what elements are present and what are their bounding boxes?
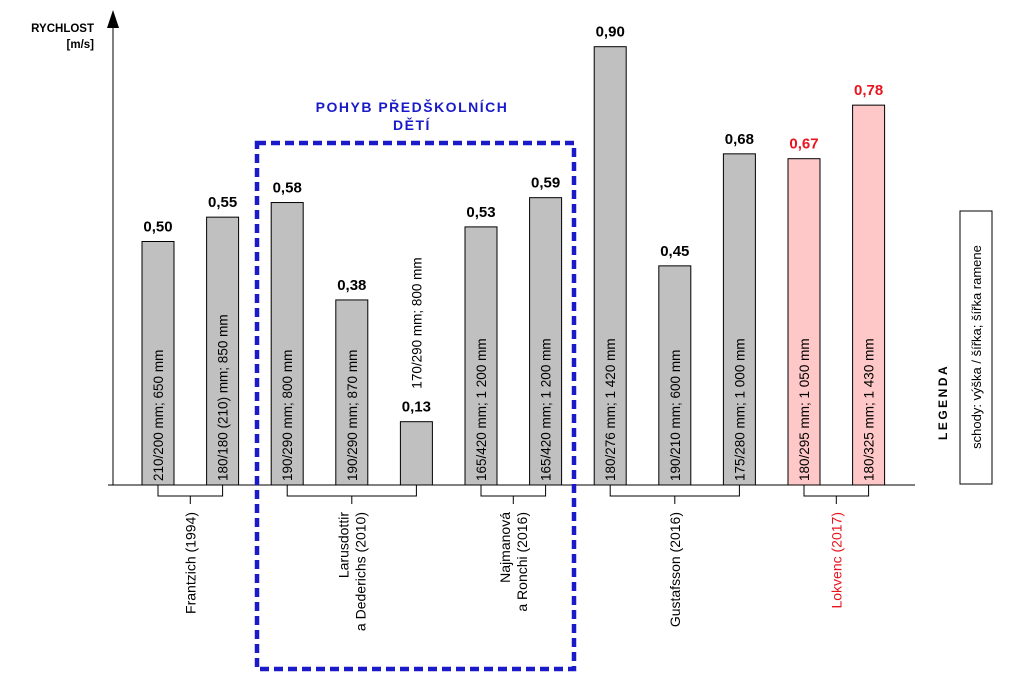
- y-axis-title: RYCHLOST: [31, 23, 94, 35]
- bar-inner-label: 190/210 mm; 600 mm: [668, 350, 683, 481]
- bar-3: [270, 202, 304, 486]
- group-bracket: [803, 485, 870, 497]
- bar-value-label: 0,45: [660, 243, 689, 260]
- group-bracket: [286, 485, 417, 497]
- bar-inner-label: 180/180 (210) mm; 850 mm: [216, 314, 231, 481]
- legend-text: schody: výška / šířka; šířka ramene: [969, 245, 984, 449]
- bar-12: [852, 104, 886, 486]
- legend: LEGENDA schody: výška / šířka; šířka ram…: [936, 210, 993, 485]
- bar-4: [335, 299, 369, 486]
- bar-value-label: 0,68: [725, 131, 754, 148]
- group-bracket: [609, 485, 740, 497]
- highlight-title-line-1: POHYB PŘEDŠKOLNÍCH: [316, 98, 509, 115]
- bar-value-label: 0,90: [596, 24, 625, 41]
- axes: [107, 10, 915, 486]
- group-label: Frantzich (1994): [182, 512, 198, 614]
- bar-inner-label: 165/420 mm; 1 200 mm: [474, 338, 489, 481]
- bar-2: [206, 216, 240, 486]
- bar-inner-label: 210/200 mm; 650 mm: [151, 350, 166, 481]
- bar-inner-label: 180/325 mm; 1 430 mm: [862, 338, 877, 481]
- group-label: Lokvenc (2017): [828, 512, 844, 609]
- legend-box: [959, 210, 993, 485]
- bars-layer: 0,50 210/200 mm; 650 mm 0,55 180/180 (210) …: [141, 24, 886, 486]
- group-label: Gustafsson (2016): [667, 512, 683, 627]
- bar-1: [141, 241, 175, 486]
- group-bracket: [480, 485, 547, 497]
- bar-value-label: 0,67: [789, 136, 818, 153]
- group-label: Najmanová: [497, 512, 513, 583]
- bar-inner-label: 165/420 mm; 1 200 mm: [539, 338, 554, 481]
- y-axis-arrow-icon: [107, 10, 119, 28]
- bar-11: [787, 158, 821, 486]
- bar-inner-label: 180/295 mm; 1 050 mm: [797, 338, 812, 481]
- group-brackets: [157, 485, 870, 504]
- legend-title: LEGENDA: [936, 364, 950, 440]
- bar-value-label: 0,59: [531, 175, 560, 192]
- bar-value-label: 0,55: [208, 194, 237, 211]
- group-label: a Dederichs (2010): [352, 512, 368, 631]
- group-label: Larusdottir: [335, 512, 351, 578]
- bar-5: [399, 421, 433, 486]
- group-labels: Frantzich (1994) Larusdottir a Dederichs (…: [182, 512, 844, 631]
- highlight-box: [254, 140, 577, 672]
- bar-inner-label: 175/280 mm; 1 000 mm: [732, 338, 747, 481]
- bar-inner-label: 190/290 mm; 870 mm: [345, 350, 360, 481]
- bar-inner-label: 190/290 mm; 800 mm: [280, 350, 295, 481]
- group-label: a Ronchi (2016): [514, 512, 530, 612]
- bar-inner-label: 180/276 mm; 1 420 mm: [603, 338, 618, 481]
- bar-value-label: 0,78: [854, 82, 883, 99]
- group-bracket: [157, 485, 224, 497]
- y-axis-unit: [m/s]: [67, 39, 95, 51]
- bar-value-label: 0,53: [466, 204, 495, 221]
- bar-inner-label: 170/290 mm; 800 mm: [409, 257, 424, 388]
- bar-value-label: 0,50: [143, 219, 172, 236]
- bar-9: [658, 265, 692, 486]
- highlight-title-line-2: DĚTÍ: [393, 116, 431, 133]
- bar-value-label: 0,38: [337, 277, 366, 294]
- bar-value-label: 0,13: [402, 399, 431, 416]
- bar-value-label: 0,58: [273, 180, 302, 197]
- bar-7: [529, 197, 563, 486]
